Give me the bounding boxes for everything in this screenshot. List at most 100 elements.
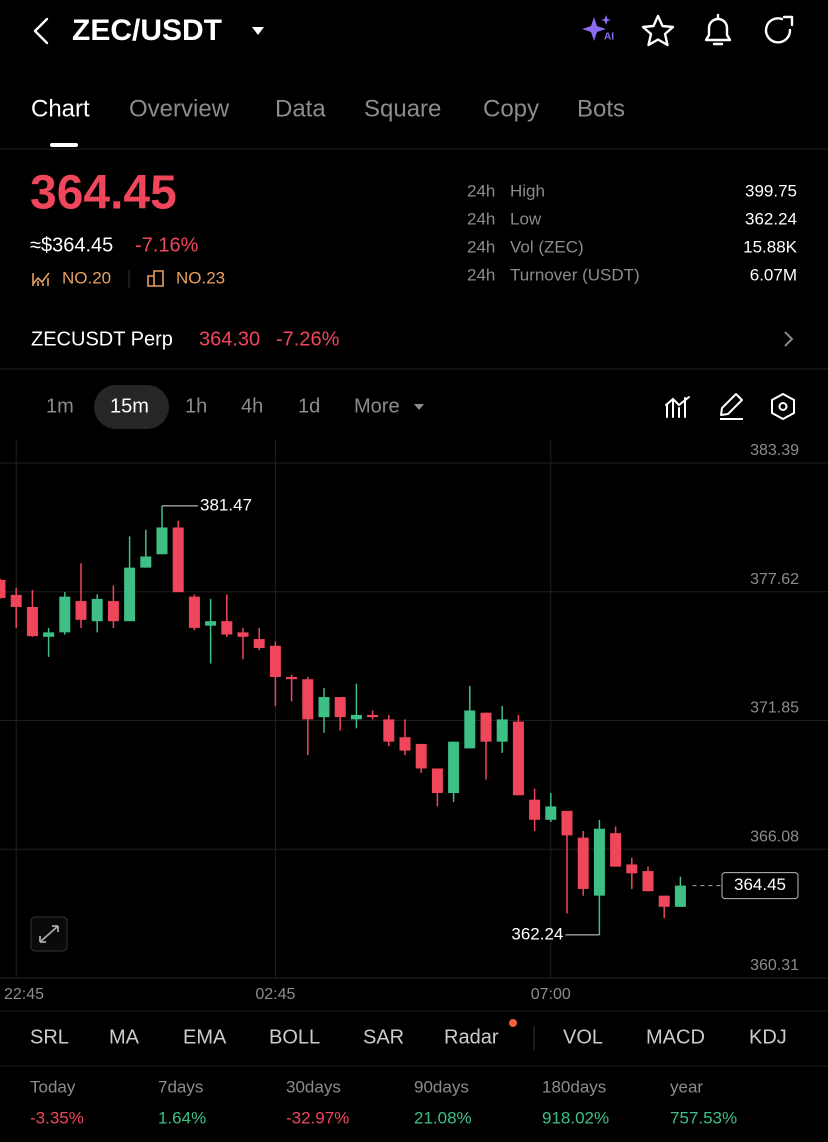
indicator[interactable]: MACD [646, 1026, 705, 1048]
stat-period: 24h [467, 209, 495, 228]
candle-body [350, 714, 362, 720]
share-button[interactable] [764, 15, 794, 44]
performance-value: 1.64% [158, 1108, 206, 1127]
candle-body [286, 676, 298, 680]
interval[interactable]: 4h [241, 395, 263, 417]
candle-body [140, 556, 152, 568]
candle-body [59, 596, 71, 633]
candlestick-chart: 383.39 377.62 371.85 366.08 360.31 22:45 02:45… [0, 440, 828, 1003]
current-price-box [721, 872, 799, 900]
indicator[interactable]: MA [109, 1026, 140, 1048]
performance-period: year [670, 1077, 703, 1096]
ai-badge: AI [604, 32, 614, 43]
pair-dropdown[interactable] [252, 27, 264, 35]
stat-label: High [510, 181, 545, 200]
performance-row: Today -3.35% 7days 1.64% 30days -32.97% 90days… [30, 1077, 737, 1127]
candle-body [561, 810, 573, 836]
indicator[interactable]: VOL [563, 1026, 603, 1048]
indicator-icon [665, 396, 690, 418]
candle-body [10, 594, 22, 607]
candle-body [188, 596, 200, 628]
tab[interactable]: Data [275, 95, 326, 122]
back-button[interactable] [33, 17, 49, 45]
indicator[interactable]: BOLL [269, 1026, 320, 1048]
interval[interactable]: 1h [185, 395, 207, 417]
fullscreen-button[interactable] [30, 916, 68, 952]
indicator[interactable]: SAR [363, 1026, 404, 1048]
hex-icon [771, 392, 795, 421]
new-dot [509, 1019, 517, 1027]
candles [0, 505, 686, 935]
low-label: 362.24 [511, 924, 563, 943]
candle-body [221, 621, 233, 635]
interval[interactable]: 15m [110, 395, 149, 417]
tab[interactable]: Square [364, 95, 441, 122]
performance-period: 180days [542, 1077, 606, 1096]
last-price: 364.45 [30, 167, 177, 220]
candle-body [253, 639, 265, 648]
rank-1[interactable]: NO.20 [62, 268, 111, 287]
draw-button[interactable] [720, 393, 743, 420]
tab[interactable]: Overview [129, 95, 230, 122]
tab[interactable]: Chart [31, 95, 90, 122]
indicator-settings-button[interactable] [665, 396, 690, 418]
stat-label: Low [510, 209, 542, 228]
rank-icon [32, 272, 50, 286]
performance-period: 7days [158, 1077, 203, 1096]
current-price-label: 364.45 [734, 875, 786, 894]
ai-sparkle-small [601, 15, 611, 25]
performance-value: 21.08% [414, 1108, 472, 1127]
interval[interactable]: More [354, 395, 400, 417]
interval[interactable]: 1m [46, 395, 74, 417]
alert-button[interactable] [704, 13, 732, 46]
indicator[interactable]: KDJ [749, 1026, 787, 1048]
stat-period: 24h [467, 237, 495, 256]
candle-body [26, 606, 38, 637]
stat-label: Vol (ZEC) [510, 237, 584, 256]
candle-body [0, 579, 6, 598]
perp-chevron[interactable] [784, 331, 794, 347]
settings-button[interactable] [771, 392, 795, 421]
candle-body [75, 601, 87, 620]
pair-title[interactable]: ZEC/USDT [72, 14, 222, 47]
interval[interactable]: 1d [298, 395, 320, 417]
candle-body [496, 719, 508, 742]
performance-period: 30days [286, 1077, 341, 1096]
performance-value: -32.97% [286, 1108, 349, 1127]
active-tab-indicator [50, 143, 78, 147]
hex-dot [778, 402, 788, 411]
indicator[interactable]: Radar [444, 1026, 499, 1048]
candle-body [674, 885, 686, 907]
candle-body [431, 768, 443, 794]
expand-icon [39, 925, 59, 943]
indicator[interactable]: EMA [183, 1026, 227, 1048]
tab[interactable]: Copy [483, 95, 539, 122]
pen-icon [720, 393, 743, 420]
tab[interactable]: Bots [577, 95, 625, 122]
perp-change: -7.26% [276, 328, 340, 350]
favorite-button[interactable] [641, 14, 675, 47]
stat-value: 15.88K [743, 237, 798, 256]
candle-body [545, 806, 557, 820]
candle-body [302, 679, 314, 720]
ai-button[interactable]: AI [582, 15, 614, 43]
interval-bar: 1m 15m 1h 4h 1d More [46, 395, 400, 417]
candle-body [512, 721, 524, 796]
stat-value: 399.75 [745, 181, 797, 200]
y-tick-label: 366.08 [750, 828, 799, 845]
x-tick-label: 02:45 [255, 986, 295, 1003]
candle-body [43, 632, 55, 637]
candle-body [626, 864, 638, 874]
indicator[interactable]: SRL [30, 1026, 69, 1048]
rank-2[interactable]: NO.23 [176, 268, 225, 287]
candle-body [237, 632, 249, 637]
candle-body [172, 527, 184, 593]
candle-body [480, 712, 492, 742]
candle-body [642, 871, 654, 892]
perp-name[interactable]: ZECUSDT Perp [31, 328, 173, 350]
candle-body [318, 697, 330, 718]
more-dropdown[interactable] [414, 404, 424, 410]
candle-body [124, 567, 136, 622]
interval-selected-bg [94, 385, 169, 429]
